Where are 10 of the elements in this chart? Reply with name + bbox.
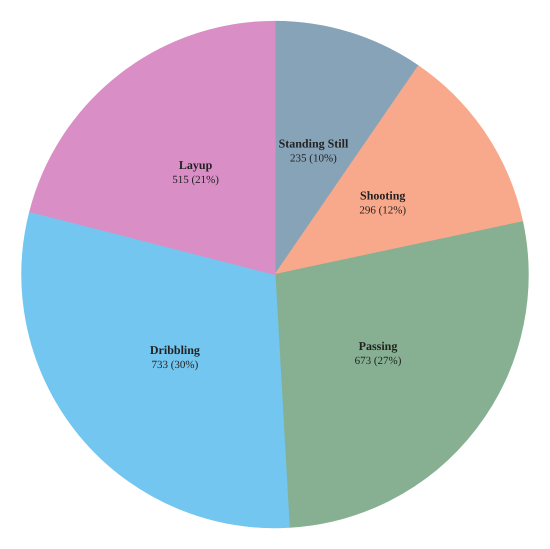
- data-label: 515 (21%): [172, 174, 220, 186]
- slice-label: Passing: [358, 339, 398, 354]
- slice-label: Layup: [178, 158, 213, 172]
- slice-label: Shooting: [360, 188, 406, 202]
- slice-label: Standing Still: [278, 136, 349, 151]
- data-label: 673 (27%): [354, 355, 402, 368]
- data-label: 296 (12%): [359, 204, 406, 216]
- data-label: 733 (30%): [152, 358, 199, 371]
- slice-label: Dribbling: [150, 342, 200, 357]
- data-label: 235 (10%): [290, 152, 338, 165]
